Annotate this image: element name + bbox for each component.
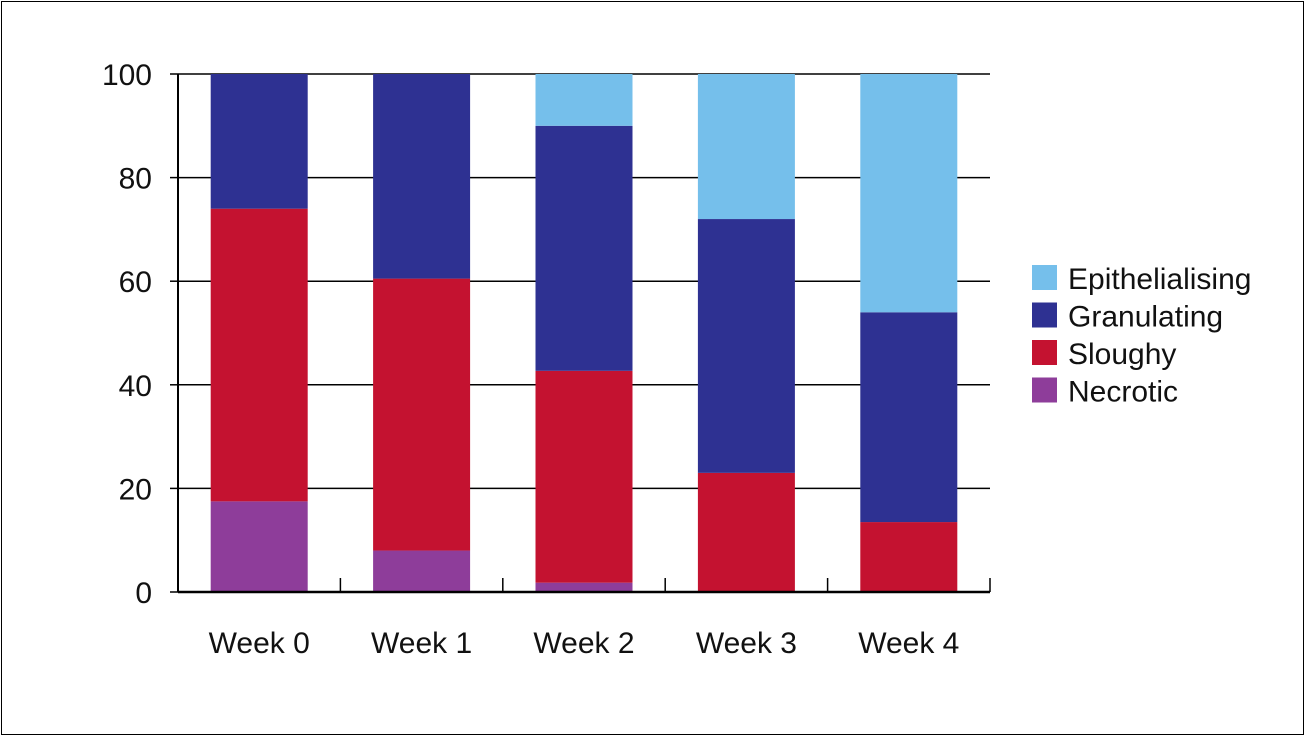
y-tick-label: 100	[102, 59, 152, 92]
legend-swatch-necrotic	[1032, 377, 1057, 403]
y-tick-label: 80	[119, 163, 152, 196]
y-tick-label: 40	[119, 370, 152, 403]
x-tick-label: Week 3	[696, 627, 797, 660]
legend-label-necrotic: Necrotic	[1068, 376, 1178, 409]
bar-segment-sloughy	[860, 522, 958, 592]
legend-swatch-sloughy	[1032, 340, 1057, 365]
x-tick-label: Week 1	[371, 627, 472, 660]
bar-segment-granulating	[373, 74, 471, 279]
axes	[170, 73, 991, 594]
legend-label-granulating: Granulating	[1068, 301, 1223, 334]
y-tick-label: 60	[119, 266, 152, 299]
legend-label-sloughy: Sloughy	[1068, 338, 1176, 371]
bar-segment-granulating	[697, 219, 795, 473]
y-tick-label: 0	[135, 577, 152, 610]
bar-segment-sloughy	[697, 472, 795, 592]
bar-segment-epithelialising	[860, 74, 958, 313]
x-tick-label: Week 4	[858, 627, 959, 660]
bar-segment-sloughy	[535, 370, 633, 583]
bars	[210, 74, 958, 592]
bar-segment-granulating	[860, 312, 958, 523]
legend-swatch-epithelialising	[1032, 265, 1057, 290]
legend-swatch-granulating	[1032, 302, 1057, 328]
bar-segment-sloughy	[210, 208, 308, 502]
x-tick-label: Week 0	[209, 627, 310, 660]
y-tick-label: 20	[119, 473, 152, 506]
bar-segment-sloughy	[373, 278, 471, 551]
bar-segment-necrotic	[210, 501, 308, 592]
legend: Epithelialising Granulating Sloughy Necroti…	[1032, 263, 1251, 409]
y-tick-labels: 0 20 40 60 80 100	[102, 59, 152, 610]
bar-segment-necrotic	[535, 582, 633, 592]
bar-segment-granulating	[535, 125, 633, 371]
bar-segment-necrotic	[373, 550, 471, 592]
legend-label-epithelialising: Epithelialising	[1068, 263, 1251, 296]
x-tick-labels: Week 0 Week 1 Week 2 Week 3 Week 4	[209, 627, 960, 660]
bar-segment-epithelialising	[535, 74, 633, 126]
bar-segment-granulating	[210, 74, 308, 209]
bar-segment-epithelialising	[697, 74, 795, 220]
x-tick-label: Week 2	[533, 627, 634, 660]
